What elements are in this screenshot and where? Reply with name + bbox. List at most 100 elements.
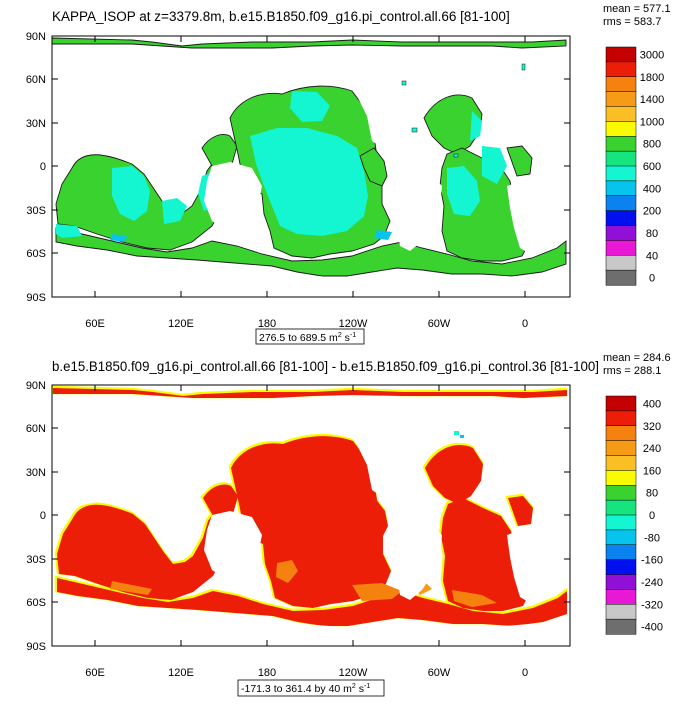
colorbar-label: 0 — [649, 273, 655, 285]
colorbar-label: 240 — [643, 443, 661, 455]
colorbar-label: 3000 — [640, 49, 664, 61]
colorbar-swatch — [605, 136, 637, 152]
top-lon-label: 120W — [339, 318, 368, 330]
colorbar-label: 1000 — [640, 116, 664, 128]
colorbar-label: 400 — [643, 183, 661, 195]
colorbar-swatch — [605, 559, 637, 576]
top-lat-label: 30N — [26, 118, 46, 130]
top-lat-axis: 90N 60N 30N 0 30S 60S 90S — [26, 31, 46, 304]
bottom-lon-label: 60W — [428, 667, 451, 679]
colorbar-swatch — [605, 485, 637, 501]
colorbar-label: -240 — [641, 577, 663, 589]
colorbar-label: 80 — [646, 228, 658, 240]
colorbar-label: -320 — [641, 599, 663, 611]
colorbar-label: 1800 — [640, 72, 664, 84]
top-lat-label: 0 — [40, 161, 46, 173]
top-range-label: 276.5 to 689.5 m2 s-1 — [259, 332, 356, 344]
colorbar-label: 800 — [643, 139, 661, 151]
top-panel-mean: mean = 577.1 — [603, 3, 671, 15]
top-lon-label: 180 — [258, 318, 276, 330]
colorbar-swatch — [605, 180, 637, 197]
bottom-lon-label: 180 — [258, 667, 276, 679]
colorbar-label: 400 — [643, 398, 661, 410]
top-lon-label: 60W — [428, 318, 451, 330]
colorbar-swatch — [605, 574, 637, 590]
bottom-colorbar: 400 320 240 160 80 0 -80 -160 -240 -320 -400 — [605, 395, 663, 635]
top-lon-label: 120E — [168, 318, 194, 330]
colorbar-swatch — [605, 529, 637, 546]
top-range-unit-exp: -1 — [350, 332, 356, 339]
bottom-lat-label: 30S — [26, 554, 46, 566]
top-range-unit: s — [342, 332, 350, 344]
bottom-lon-ticks — [94, 385, 526, 646]
colorbar-label: 600 — [643, 161, 661, 173]
top-lat-label: 60N — [26, 74, 46, 86]
colorbar-swatch — [605, 91, 637, 108]
bottom-lat-axis: 90N 60N 30N 0 30S 60S 90S — [26, 380, 46, 653]
colorbar-swatch — [605, 240, 637, 256]
colorbar-swatch — [605, 455, 637, 471]
colorbar-swatch — [605, 470, 637, 486]
bottom-lon-label: 0 — [522, 667, 528, 679]
bottom-lat-label: 60N — [26, 423, 46, 435]
colorbar-swatch — [605, 195, 637, 212]
bottom-panel-mean: mean = 284.6 — [603, 352, 671, 364]
top-range-text: 276.5 to 689.5 m — [259, 332, 338, 344]
bottom-lon-axis: 60E 120E 180 120W 60W 0 — [85, 667, 528, 679]
colorbar-label: 40 — [646, 250, 658, 262]
top-lat-ticks — [52, 35, 570, 298]
bottom-lat-label: 90N — [26, 380, 46, 392]
top-lat-label: 60S — [26, 248, 46, 260]
colorbar-label: -400 — [641, 622, 663, 634]
colorbar-label: 1400 — [640, 94, 664, 106]
colorbar-swatch — [605, 121, 637, 137]
colorbar-label: 200 — [643, 206, 661, 218]
bottom-lon-label: 120W — [339, 667, 368, 679]
colorbar-swatch — [605, 46, 637, 63]
bottom-lat-label: 0 — [40, 510, 46, 522]
colorbar-swatch — [605, 589, 637, 605]
colorbar-swatch — [605, 410, 637, 427]
top-panel-rms: rms = 583.7 — [603, 16, 661, 28]
top-range-box — [255, 328, 365, 345]
colorbar-swatch — [605, 165, 637, 182]
colorbar-swatch — [605, 106, 637, 122]
bottom-lat-label: 30N — [26, 467, 46, 479]
colorbar-label: -80 — [644, 532, 660, 544]
colorbar-swatch — [605, 76, 637, 93]
colorbar-swatch — [605, 255, 637, 271]
colorbar-swatch — [605, 618, 637, 635]
colorbar-swatch — [605, 225, 637, 241]
bottom-lon-label: 120E — [168, 667, 194, 679]
bottom-range-text: -171.3 to 361.4 by 40 m — [241, 683, 352, 695]
bottom-lat-ticks — [52, 384, 570, 647]
bottom-map-field — [52, 385, 570, 646]
top-lat-label: 30S — [26, 205, 46, 217]
colorbar-swatch — [605, 544, 637, 561]
colorbar-swatch — [605, 604, 637, 620]
colorbar-swatch — [605, 440, 637, 457]
colorbar-label: 160 — [643, 465, 661, 477]
top-panel: KAPPA_ISOP at z=3379.8m, b.e15.B1850.f09… — [26, 3, 671, 345]
colorbar-label: 80 — [646, 488, 658, 500]
colorbar-swatch — [605, 269, 637, 286]
bottom-range-label: -171.3 to 361.4 by 40 m2 s-1 — [241, 683, 370, 695]
top-lon-label: 60E — [85, 318, 105, 330]
bottom-range-exp: 2 — [352, 683, 356, 690]
bottom-panel: b.e15.B1850.f09_g16.pi_control.all.66 [8… — [26, 352, 671, 697]
bottom-range-unit: s — [356, 683, 364, 695]
bottom-panel-rms: rms = 288.1 — [603, 365, 661, 377]
colorbar-label: 0 — [649, 510, 655, 522]
bottom-lat-label: 90S — [26, 641, 46, 653]
top-map-field — [52, 37, 570, 297]
colorbar-swatch — [605, 499, 637, 516]
colorbar-label: 320 — [643, 421, 661, 433]
top-range-exp: 2 — [338, 332, 342, 339]
colorbar-swatch — [605, 150, 637, 167]
colorbar-swatch — [605, 395, 637, 412]
colorbar-label: -160 — [641, 555, 663, 567]
top-panel-title: KAPPA_ISOP at z=3379.8m, b.e15.B1850.f09… — [52, 9, 510, 24]
bottom-lat-label: 60S — [26, 597, 46, 609]
